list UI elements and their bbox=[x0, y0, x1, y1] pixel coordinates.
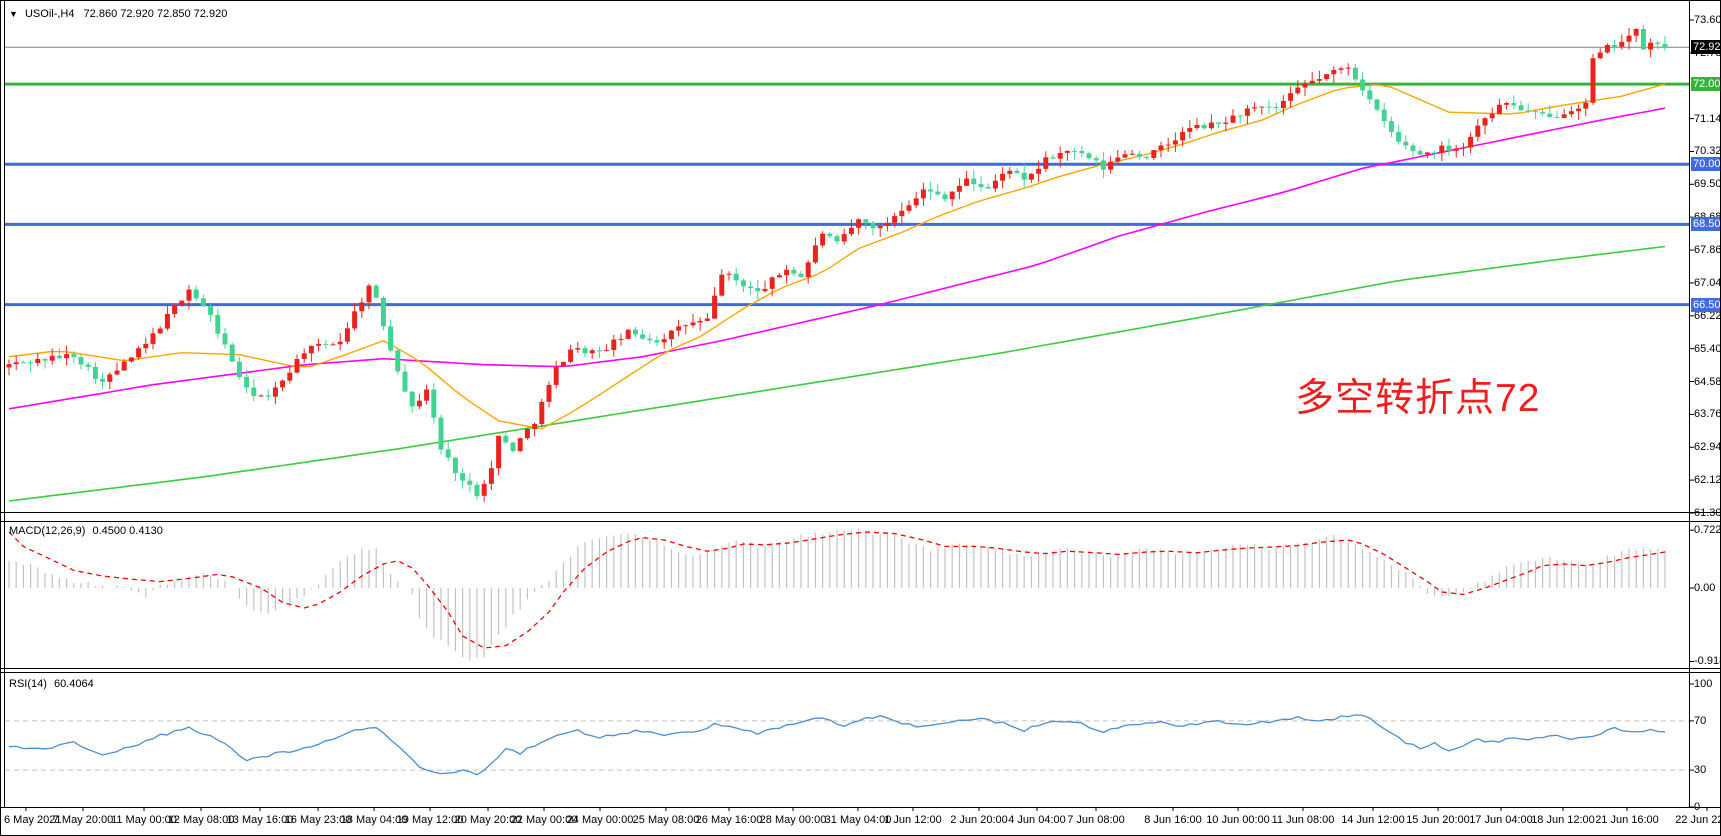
price-tick-label: 62.120 bbox=[1694, 474, 1721, 486]
macd-indicator-label: MACD(12,26,9) 0.4500 0.4130 bbox=[9, 525, 163, 537]
time-tick-label: 28 May 00:00 bbox=[759, 814, 827, 826]
time-tick-label: 8 Jun 16:00 bbox=[1144, 814, 1202, 826]
price-tick-label: 64.580 bbox=[1694, 376, 1721, 388]
time-tick-label: 18 Jun 12:00 bbox=[1531, 814, 1595, 826]
time-tick-label: 11 Jun 08:00 bbox=[1271, 814, 1335, 826]
time-tick-label: 17 Jun 04:00 bbox=[1469, 814, 1533, 826]
time-tick-label: 19 May 12:00 bbox=[396, 814, 464, 826]
time-tick-label: 1 Jun 12:00 bbox=[884, 814, 942, 826]
macd-title: MACD(12,26,9) bbox=[9, 525, 86, 537]
chart-annotation-text: 多空转折点72 bbox=[1295, 377, 1541, 420]
time-tick-label: 6 May 2021 bbox=[4, 814, 62, 826]
macd-tick-label: 0.00 bbox=[1694, 582, 1716, 594]
rsi-tick-label: 30 bbox=[1694, 764, 1707, 776]
time-tick-label: 18 May 04:00 bbox=[340, 814, 408, 826]
rsi-indicator-label: RSI(14) 60.4064 bbox=[9, 678, 94, 690]
price-tick-label: 66.220 bbox=[1694, 310, 1721, 322]
price-tick-label: 62.940 bbox=[1694, 441, 1721, 453]
current-price-badge: 72.920 bbox=[1691, 40, 1721, 54]
plot-left-border bbox=[4, 1, 5, 807]
time-tick-label: 31 May 04:00 bbox=[824, 814, 892, 826]
symbol-header: ▼ USOil-,H4 72.860 72.920 72.850 72.920 bbox=[9, 8, 227, 20]
time-tick-label: 22 May 00:00 bbox=[510, 814, 578, 826]
symbol-name: USOil-,H4 bbox=[24, 8, 75, 20]
time-tick-label: 7 Jun 08:00 bbox=[1067, 814, 1125, 826]
time-tick-label: 26 May 16:00 bbox=[695, 814, 763, 826]
symbol-dropdown-icon[interactable]: ▼ bbox=[9, 9, 18, 19]
rsi-tick-label: 70 bbox=[1694, 715, 1707, 727]
rsi-tick-label: 100 bbox=[1694, 678, 1713, 690]
symbol-ohlc-values: 72.860 72.920 72.850 72.920 bbox=[83, 8, 228, 20]
price-tick-label: 65.400 bbox=[1694, 343, 1721, 355]
time-tick-label: 22 Jun 22:00 bbox=[1675, 814, 1720, 826]
price-tick-label: 61.300 bbox=[1694, 507, 1721, 519]
price-tick-label: 63.760 bbox=[1694, 408, 1721, 420]
time-tick-label: 13 May 16:00 bbox=[226, 814, 294, 826]
time-tick-label: 14 Jun 12:00 bbox=[1341, 814, 1405, 826]
price-tick-label: 70.320 bbox=[1694, 145, 1721, 157]
price-tick-label: 69.500 bbox=[1694, 178, 1721, 190]
price-axis-border bbox=[1689, 1, 1690, 807]
time-tick-label: 24 May 00:00 bbox=[566, 814, 634, 826]
separator-macd-rsi[interactable] bbox=[1, 668, 1720, 669]
time-tick-label: 25 May 08:00 bbox=[632, 814, 700, 826]
price-tick-label: 71.140 bbox=[1694, 113, 1721, 125]
time-tick-label: 16 May 23:00 bbox=[284, 814, 352, 826]
separator-time-axis bbox=[1, 807, 1720, 808]
hline-price-badge: 70.000 bbox=[1691, 157, 1721, 171]
time-tick-label: 21 Jun 16:00 bbox=[1595, 814, 1659, 826]
time-tick-label: 20 May 20:00 bbox=[454, 814, 522, 826]
time-tick-label: 10 Jun 00:00 bbox=[1206, 814, 1270, 826]
macd-panel-area[interactable] bbox=[5, 522, 1689, 668]
time-tick-label: 11 May 00:00 bbox=[111, 814, 177, 826]
rsi-tick-label: 0 bbox=[1694, 801, 1701, 813]
time-tick-label: 15 Jun 20:00 bbox=[1406, 814, 1470, 826]
price-tick-label: 67.040 bbox=[1694, 277, 1721, 289]
time-tick-label: 12 May 08:00 bbox=[167, 814, 235, 826]
rsi-title: RSI(14) bbox=[9, 678, 47, 690]
hline-price-badge: 66.500 bbox=[1691, 298, 1721, 312]
rsi-panel-area[interactable] bbox=[5, 673, 1689, 807]
hline-price-badge: 68.500 bbox=[1691, 217, 1721, 231]
time-tick-label: 2 Jun 20:00 bbox=[950, 814, 1008, 826]
time-tick-label: 7 May 20:00 bbox=[52, 814, 114, 826]
price-tick-label: 67.860 bbox=[1694, 244, 1721, 256]
hline-price-badge: 72.000 bbox=[1691, 77, 1721, 91]
separator-rsi-top bbox=[1, 672, 1720, 673]
macd-values: 0.4500 0.4130 bbox=[92, 525, 163, 537]
main-chart-plot-area[interactable] bbox=[5, 3, 1689, 512]
price-tick-label: 73.600 bbox=[1694, 14, 1721, 26]
separator-main-macd[interactable] bbox=[1, 512, 1720, 513]
separator-macd-top bbox=[1, 521, 1720, 522]
macd-tick-label: 0.7229 bbox=[1694, 524, 1721, 536]
macd-tick-label: -0.9185 bbox=[1694, 655, 1720, 667]
time-tick-label: 4 Jun 04:00 bbox=[1008, 814, 1066, 826]
rsi-value: 60.4064 bbox=[53, 678, 94, 690]
